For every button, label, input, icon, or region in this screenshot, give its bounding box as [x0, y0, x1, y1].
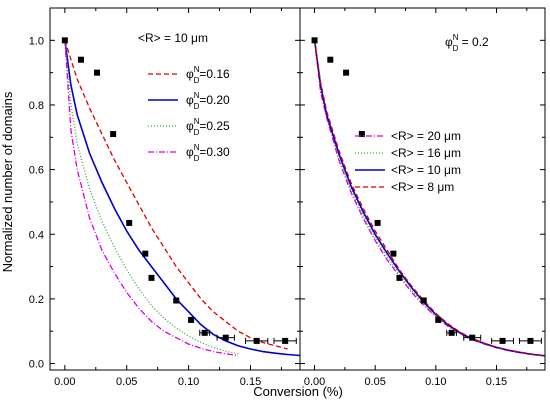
plot-frame — [299, 7, 546, 371]
data-point — [499, 337, 506, 344]
data-point — [282, 337, 289, 344]
x-tick-label: 0.05 — [116, 376, 137, 388]
data-point — [448, 329, 455, 336]
x-tick-label: 0.10 — [425, 376, 446, 388]
legend-label-r16: <R> = 16 μm — [391, 146, 461, 160]
series-line-3 — [313, 40, 545, 357]
data-point — [435, 316, 442, 323]
right-panel: 0.00 0.05 0.10 0.15 — [299, 7, 546, 388]
x-tick-label: 0.00 — [54, 376, 75, 388]
data-point — [527, 337, 534, 344]
legend-label-phi-016: φN D=0.16 — [186, 65, 230, 85]
series-line-1 — [64, 40, 288, 350]
data-point — [420, 297, 427, 304]
right-legend: <R> = 20 μm <R> = 16 μm <R> = 10 μm <R> … — [355, 129, 461, 194]
right-annotation: φN D = 0.2 — [445, 33, 489, 53]
y-tick-label: 0.2 — [29, 294, 44, 306]
y-tick-label: 0.0 — [29, 359, 44, 371]
legend-label-r20: <R> = 20 μm — [391, 129, 461, 143]
legend-label-phi-025: φN D=0.25 — [186, 117, 230, 137]
plot-frame — [49, 7, 301, 371]
x-tick-label: 0.10 — [178, 376, 199, 388]
data-point — [396, 274, 403, 281]
data-point — [110, 131, 117, 138]
y-axis-label: Normalized number of domains — [0, 91, 15, 272]
y-tick-label: 0.8 — [29, 100, 44, 112]
series-line-2 — [64, 40, 300, 357]
x-tick-label: 0.15 — [240, 376, 261, 388]
legend-label-phi-030: φN D=0.30 — [186, 143, 230, 163]
y-tick-label: 1.0 — [29, 35, 44, 47]
data-point — [148, 274, 155, 281]
data-point — [222, 334, 229, 341]
data-point — [142, 250, 149, 257]
data-point — [343, 69, 350, 76]
data-point — [61, 37, 68, 44]
x-axis-label: Conversion (%) — [253, 384, 343, 399]
data-point — [173, 297, 180, 304]
legend-label-phi-020: φN D=0.20 — [186, 91, 230, 111]
x-tick-label: 0.05 — [364, 376, 385, 388]
y-tick-label: 0.6 — [29, 165, 44, 177]
series-group — [64, 40, 300, 357]
left-annotation: <R> = 10 μm — [138, 31, 208, 45]
data-point — [77, 56, 84, 63]
data-point — [126, 219, 133, 226]
data-point — [311, 37, 318, 44]
data-point — [374, 219, 381, 226]
legend-label-r8: <R> = 8 μm — [391, 180, 454, 194]
x-tick-label: 0.00 — [304, 376, 325, 388]
data-point — [253, 337, 260, 344]
data-point — [94, 69, 101, 76]
data-point — [390, 250, 397, 257]
series-line-4 — [64, 40, 239, 357]
x-tick-label: 0.15 — [486, 376, 507, 388]
data-point — [469, 334, 476, 341]
data-point — [358, 131, 365, 138]
data-point — [201, 329, 208, 336]
y-tick-label: 0.4 — [29, 229, 44, 241]
data-point — [188, 316, 195, 323]
legend-label-r10: <R> = 10 μm — [391, 163, 461, 177]
left-panel: 0.00 0.05 0.10 0.15 0.0 0.2 0.4 0.6 0.8 1.0 — [29, 7, 301, 388]
series-line-4 — [313, 40, 545, 357]
series-line-3 — [64, 40, 239, 355]
left-legend: φN D=0.16 φN D=0.20 φN D=0.25 φN D=0.30 — [148, 65, 230, 163]
series-group — [313, 40, 545, 357]
data-point — [327, 56, 334, 63]
